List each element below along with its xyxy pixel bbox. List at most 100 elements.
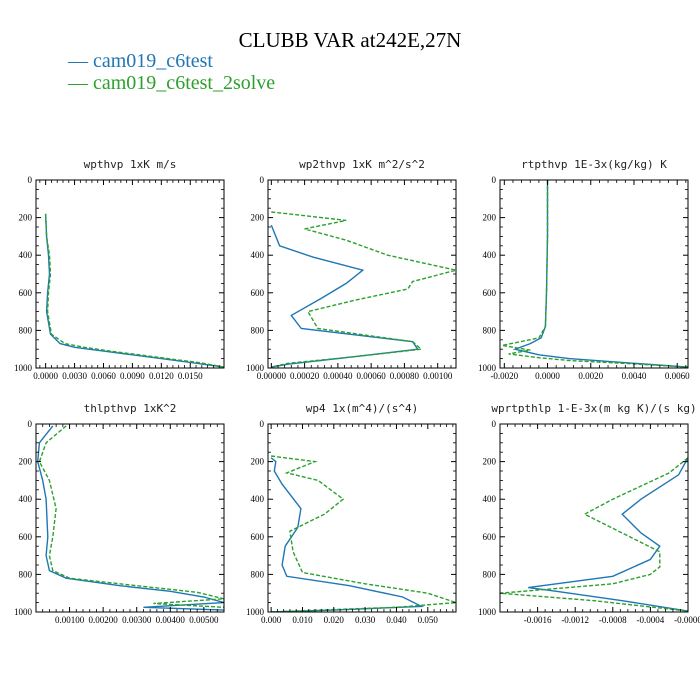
series-line-1 [44, 213, 224, 368]
x-tick-label: 0.030 [355, 615, 376, 625]
y-tick-label: 1000 [14, 363, 33, 373]
x-tick-label: -0.0020 [490, 371, 518, 381]
series-line-2 [500, 457, 688, 612]
y-tick-label: 0 [28, 175, 33, 185]
x-tick-label: 0.00100 [55, 615, 85, 625]
y-tick-label: 0 [492, 419, 497, 429]
legend-line-1: — [68, 50, 93, 72]
x-tick-label: 0.0090 [120, 371, 145, 381]
y-tick-label: 600 [483, 532, 497, 542]
y-tick-label: 400 [251, 494, 265, 504]
series-line-1 [270, 224, 419, 368]
chart-panel-4: thlpthvp 1xK^2 0 200 400 600 800 1000 0.00100 0.… [14, 402, 225, 625]
y-tick-label: 1000 [478, 607, 497, 617]
x-tick-label: 0.0060 [665, 371, 690, 381]
plot-frame [267, 179, 457, 369]
x-tick-label: -0.0000 [674, 615, 700, 625]
x-tick-label: 0.00040 [323, 371, 353, 381]
y-tick-label: 0 [260, 175, 265, 185]
legend-entry-series-1: — cam019_c6test [68, 50, 213, 73]
x-tick-label: 0.0040 [622, 371, 647, 381]
y-tick-label: 800 [483, 325, 497, 335]
x-tick-label: 0.00000 [257, 371, 287, 381]
series-line-2 [271, 211, 456, 368]
chart-title: wp2thvp 1xK m^2/s^2 [299, 158, 425, 171]
y-tick-label: 600 [251, 532, 265, 542]
legend-label-1: cam019_c6test [93, 50, 213, 72]
x-tick-label: 0.0030 [62, 371, 87, 381]
y-tick-label: 600 [251, 288, 265, 298]
plot-frame [499, 423, 689, 613]
y-tick-label: 200 [251, 457, 265, 467]
y-tick-label: 400 [19, 494, 33, 504]
x-tick-label: 0.00300 [122, 615, 152, 625]
y-tick-label: 0 [28, 419, 33, 429]
chart-title: wp4 1x(m^4)/(s^4) [306, 402, 419, 415]
legend-entry-series-2: — cam019_c6test_2solve [68, 72, 275, 95]
x-tick-label: 0.00100 [423, 371, 453, 381]
y-tick-label: 800 [19, 569, 33, 579]
y-tick-label: 800 [19, 325, 33, 335]
series-line-1 [512, 180, 688, 368]
x-tick-label: 0.00060 [357, 371, 387, 381]
legend-line-2: — [68, 72, 93, 94]
y-tick-label: 1000 [246, 607, 265, 617]
series-line-2 [38, 425, 224, 608]
y-tick-label: 200 [251, 213, 265, 223]
y-tick-label: 0 [260, 419, 265, 429]
x-tick-label: 0.010 [292, 615, 313, 625]
y-tick-label: 400 [483, 250, 497, 260]
series-line-2 [44, 213, 224, 368]
chart-title: thlpthvp 1xK^2 [84, 402, 177, 415]
x-tick-label: 0.0150 [178, 371, 203, 381]
y-tick-label: 800 [251, 325, 265, 335]
x-tick-label: 0.050 [418, 615, 439, 625]
y-tick-label: 600 [483, 288, 497, 298]
plot-frame [35, 179, 225, 369]
y-tick-label: 200 [483, 213, 497, 223]
y-tick-label: 1000 [246, 363, 265, 373]
x-tick-label: 0.040 [386, 615, 407, 625]
y-tick-label: 200 [483, 457, 497, 467]
series-line-1 [528, 457, 688, 612]
plot-frame [267, 423, 457, 613]
legend-label-2: cam019_c6test_2solve [93, 72, 276, 94]
x-tick-label: 0.0020 [578, 371, 603, 381]
x-tick-label: 0.020 [324, 615, 345, 625]
x-tick-label: 0.00400 [156, 615, 186, 625]
page-title: CLUBB VAR at242E,27N [238, 28, 462, 52]
x-tick-label: 0.00080 [390, 371, 420, 381]
chart-title: rtpthvp 1E-3x(kg/kg) K [521, 158, 667, 171]
x-tick-label: 0.00020 [290, 371, 320, 381]
y-tick-label: 200 [19, 213, 33, 223]
x-tick-label: 0.0000 [33, 371, 58, 381]
y-tick-label: 1000 [478, 363, 497, 373]
x-tick-label: 0.00200 [89, 615, 119, 625]
y-tick-label: 200 [19, 457, 33, 467]
x-tick-label: -0.0008 [599, 615, 627, 625]
x-tick-label: 0.0060 [91, 371, 116, 381]
series-line-2 [502, 180, 688, 368]
plot-frame [35, 423, 225, 613]
y-tick-label: 400 [19, 250, 33, 260]
x-tick-label: 0.000 [261, 615, 282, 625]
chart-title: wprtpthlp 1-E-3x(m kg K)/(s kg) [491, 402, 696, 415]
x-tick-label: 0.00500 [189, 615, 219, 625]
x-tick-label: -0.0012 [561, 615, 589, 625]
x-tick-label: 0.0000 [535, 371, 560, 381]
series-line-1 [270, 457, 425, 612]
x-tick-label: -0.0004 [637, 615, 665, 625]
x-tick-label: 0.0120 [149, 371, 174, 381]
y-tick-label: 600 [19, 288, 33, 298]
y-tick-label: 400 [251, 250, 265, 260]
series-line-1 [36, 425, 224, 611]
y-tick-label: 600 [19, 532, 33, 542]
y-tick-label: 800 [251, 569, 265, 579]
chart-title: wpthvp 1xK m/s [84, 158, 177, 171]
y-tick-label: 1000 [14, 607, 33, 617]
y-tick-label: 800 [483, 569, 497, 579]
chart-panel-2: wp2thvp 1xK m^2/s^2020040060080010000.00… [246, 158, 457, 381]
x-tick-label: -0.0016 [524, 615, 552, 625]
